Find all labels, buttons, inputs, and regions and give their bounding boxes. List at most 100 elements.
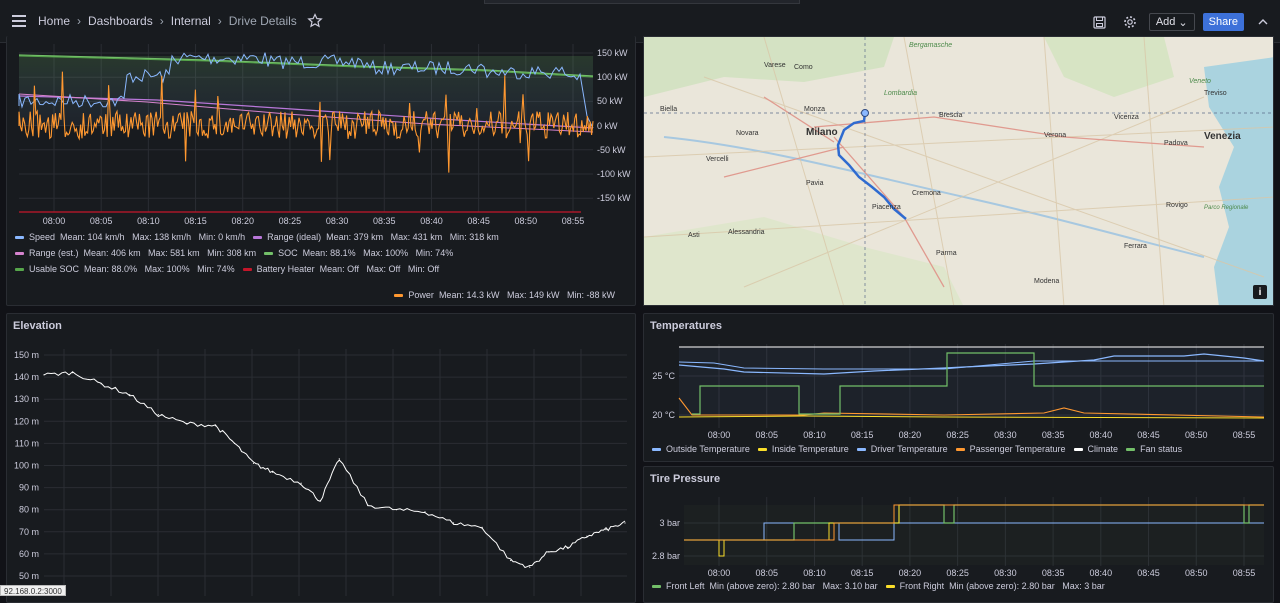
temperatures-legend: Outside Temperature Inside Temperature Dri… — [652, 441, 1190, 457]
elevation-point — [367, 505, 368, 506]
map-label-vercelli: Vercelli — [706, 156, 729, 163]
elevation-y-tick: 140 m — [14, 372, 39, 382]
x-tick: 08:35 — [1042, 430, 1065, 440]
elevation-y-tick: 130 m — [14, 394, 39, 404]
legend-item-outside-temperature[interactable]: Outside Temperature — [652, 444, 750, 454]
breadcrumb-home[interactable]: Home — [38, 14, 70, 28]
elevation-point — [548, 551, 549, 552]
drive-y-tick: -100 kW — [597, 169, 631, 179]
chevron-right-icon: › — [160, 14, 164, 28]
temp-y-tick: 20 °C — [652, 410, 675, 420]
temp-area — [679, 347, 1264, 417]
chevron-up-icon[interactable] — [1252, 12, 1274, 32]
menu-icon[interactable] — [6, 8, 32, 34]
legend-label-driver-temperature: Driver Temperature — [871, 444, 948, 454]
drive-y-tick: -150 kW — [597, 193, 631, 203]
legend-swatch-outside-temperature — [652, 448, 661, 451]
status-url: 92.168.0.2:3000 — [0, 585, 66, 596]
map-label-novara: Novara — [736, 130, 759, 137]
legend-label-climate: Climate — [1088, 444, 1119, 454]
legend-item-power[interactable]: Power Mean: 14.3 kW Max: 149 kW Min: -88… — [394, 290, 615, 300]
elevation-y-tick: 150 m — [14, 350, 39, 360]
legend-item-usable-soc[interactable]: Usable SOC Mean: 88.0% Max: 100% Min: 74… — [15, 264, 235, 274]
info-icon[interactable]: i — [1253, 285, 1267, 299]
elevation-point — [43, 374, 44, 375]
legend-item-soc[interactable]: SOC Mean: 88.1% Max: 100% Min: 74% — [264, 248, 453, 258]
legend-item-range-est[interactable]: Range (est.) Mean: 406 km Max: 581 km Mi… — [15, 248, 256, 258]
legend-item-climate[interactable]: Climate — [1074, 444, 1119, 454]
add-button[interactable]: Add⌄ — [1149, 13, 1195, 31]
legend-label-range-est: Range (est.) — [29, 248, 79, 258]
elevation-point — [453, 522, 454, 523]
elevation-point — [272, 472, 273, 473]
drive-legend-row: Range (est.) Mean: 406 km Max: 581 km Mi… — [15, 245, 507, 261]
legend-label-range-ideal: Range (ideal) — [267, 232, 321, 242]
legend-label-soc: SOC — [278, 248, 298, 258]
star-icon[interactable] — [307, 13, 323, 29]
map-label-parma: Parma — [936, 250, 957, 257]
legend-swatch-passenger-temperature — [956, 448, 965, 451]
elevation-y-tick: 120 m — [14, 416, 39, 426]
x-tick: 08:55 — [1233, 430, 1256, 440]
breadcrumb-internal[interactable]: Internal — [171, 14, 211, 28]
legend-item-fan-status[interactable]: Fan status — [1126, 444, 1182, 454]
x-tick: 08:40 — [1090, 568, 1113, 578]
legend-item-inside-temperature[interactable]: Inside Temperature — [758, 444, 849, 454]
gear-icon[interactable] — [1119, 12, 1141, 32]
elevation-y-tick: 70 m — [19, 527, 39, 537]
map-label-milano: Milano — [806, 127, 838, 138]
elevation-y-tick: 50 m — [19, 571, 39, 581]
add-button-label: Add — [1156, 16, 1176, 28]
share-button[interactable]: Share — [1203, 13, 1244, 31]
drive-x-tick: 08:50 — [515, 216, 538, 226]
map-label-brescia: Brescia — [939, 112, 962, 119]
search-bar-edge[interactable] — [484, 0, 800, 4]
save-icon[interactable] — [1089, 12, 1111, 32]
legend-item-front-left[interactable]: Front Left Min (above zero): 2.80 bar Ma… — [652, 581, 878, 591]
breadcrumb: Home › Dashboards › Internal › Drive Det… — [38, 13, 323, 29]
legend-label-power: Power — [408, 290, 434, 300]
x-tick: 08:10 — [803, 430, 826, 440]
breadcrumb-dashboards[interactable]: Dashboards — [88, 14, 153, 28]
map-label-lombardia: Lombardia — [884, 90, 917, 97]
chevron-down-icon: ⌄ — [1178, 16, 1187, 29]
x-tick: 08:10 — [803, 568, 826, 578]
legend-item-driver-temperature[interactable]: Driver Temperature — [857, 444, 948, 454]
elevation-point — [586, 536, 587, 537]
legend-item-speed[interactable]: Speed Mean: 104 km/h Max: 138 km/h Min: … — [15, 232, 245, 242]
legend-stats-front-right: Min (above zero): 2.80 bar Max: 3 bar — [944, 581, 1105, 591]
map-label-treviso: Treviso — [1204, 90, 1227, 97]
drive-x-tick: 08:55 — [562, 216, 585, 226]
legend-label-passenger-temperature: Passenger Temperature — [970, 444, 1066, 454]
x-tick: 08:25 — [946, 430, 969, 440]
elevation-series — [43, 372, 625, 568]
legend-item-front-right[interactable]: Front Right Min (above zero): 2.80 bar M… — [886, 581, 1105, 591]
legend-item-passenger-temperature[interactable]: Passenger Temperature — [956, 444, 1066, 454]
map-label-cremona: Cremona — [912, 190, 941, 197]
legend-item-battery-heater[interactable]: Battery Heater Mean: Off Max: Off Min: O… — [243, 264, 440, 274]
elevation-point — [158, 414, 159, 415]
x-tick: 08:30 — [994, 430, 1017, 440]
legend-item-range-ideal[interactable]: Range (ideal) Mean: 379 km Max: 431 km M… — [253, 232, 499, 242]
drive-x-tick: 08:40 — [420, 216, 443, 226]
legend-label-fan-status: Fan status — [1140, 444, 1182, 454]
map-label-veneto: Veneto — [1189, 78, 1211, 85]
map-label-piacenza: Piacenza — [872, 204, 901, 211]
elevation-point — [339, 458, 340, 459]
drive-chart[interactable] — [7, 36, 636, 236]
legend-label-front-left: Front Left — [666, 581, 705, 591]
chevron-right-icon: › — [218, 14, 222, 28]
legend-swatch-power — [394, 294, 403, 297]
route-marker[interactable] — [862, 110, 869, 117]
